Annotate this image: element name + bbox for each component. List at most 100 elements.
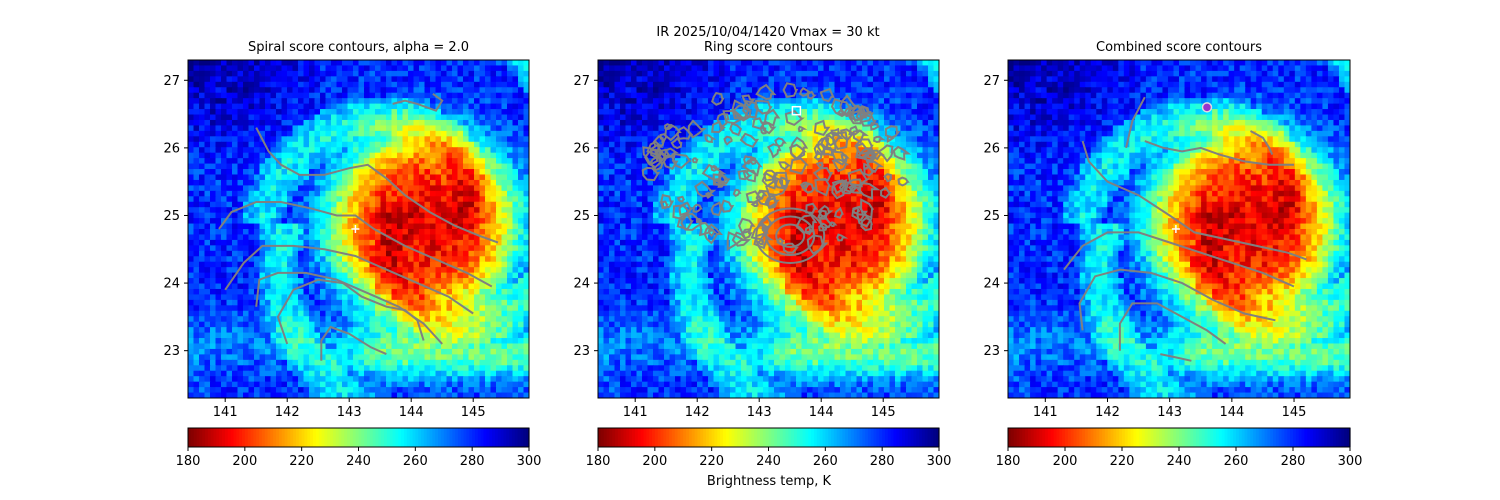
ring-contour — [710, 201, 723, 217]
ring-contour — [759, 126, 767, 135]
ring-contour — [897, 176, 910, 187]
ring-contour — [839, 94, 860, 116]
ring-contour — [833, 206, 844, 219]
ring-contour — [664, 123, 675, 131]
contour-line — [224, 244, 474, 315]
ring-contour — [711, 91, 725, 106]
panel-3: Combined score contours 141 142 143 144 145 23… — [983, 40, 1362, 469]
y-tick-label: 23 — [983, 344, 1000, 359]
ring-center-marker — [791, 105, 802, 116]
x-tick-label: 144 — [809, 405, 834, 420]
ring-contour — [863, 165, 877, 177]
colorbar-tick-label: 220 — [699, 454, 724, 469]
ring-contour — [802, 182, 817, 194]
ring-contour — [813, 119, 831, 136]
colorbar-tick-label: 260 — [403, 454, 428, 469]
ring-contour — [764, 195, 780, 209]
ring-contour — [819, 87, 835, 103]
ring-contour — [818, 214, 834, 229]
ring-contour — [756, 238, 765, 246]
ring-contour — [799, 87, 813, 97]
ring-contour — [804, 225, 814, 236]
ring-contour — [722, 109, 748, 125]
ring-contour — [687, 119, 707, 139]
ring-contour — [782, 82, 799, 99]
ring-contour — [765, 215, 816, 256]
panel-title: Spiral score contours, alpha = 2.0 — [248, 40, 469, 55]
colorbar: 180 200 220 240 260 280 300 — [996, 427, 1363, 469]
ring-contour — [750, 201, 759, 207]
ring-contour — [800, 181, 810, 189]
ring-contour — [847, 168, 871, 187]
center-marker — [351, 225, 360, 233]
ring-contour — [763, 108, 781, 127]
colorbar-tick-label: 180 — [996, 454, 1021, 469]
x-tick-label: 143 — [1157, 405, 1182, 420]
ring-contour — [813, 149, 823, 161]
colorbar: 180 200 220 240 260 280 300 — [176, 427, 541, 469]
brightness-heatmap — [1008, 60, 1350, 398]
colorbar-tick-label: 240 — [1167, 454, 1192, 469]
ring-contour — [789, 136, 809, 160]
ring-contour — [701, 163, 727, 184]
y-tick-label: 26 — [983, 141, 1000, 156]
colorbar-tick-label: 180 — [176, 454, 201, 469]
colorbar-tick-label: 200 — [642, 454, 667, 469]
ring-contour — [671, 152, 692, 169]
y-tick-label: 25 — [573, 209, 590, 224]
ring-contour — [817, 209, 828, 220]
colorbar-tick-label: 300 — [927, 454, 952, 469]
colorbar-label: Brightness temp, K — [707, 474, 832, 489]
ring-contour — [822, 145, 835, 157]
ring-contour — [836, 233, 849, 242]
ring-contour — [680, 212, 707, 231]
ring-contour — [880, 186, 892, 199]
ring-contour — [707, 229, 718, 238]
ring-contour — [814, 177, 832, 197]
ring-contour — [729, 122, 742, 137]
colorbar-tick-label: 180 — [586, 454, 611, 469]
colorbar-tick-label: 280 — [460, 454, 485, 469]
ring-contour — [732, 188, 742, 197]
x-tick-label: 144 — [1219, 405, 1244, 420]
contour-line — [1160, 353, 1192, 362]
score-contours — [1063, 96, 1307, 362]
ring-contour — [774, 137, 787, 148]
ring-contour — [739, 132, 760, 149]
ring-contour — [741, 94, 756, 107]
ring-contour — [755, 207, 826, 264]
x-tick-label: 142 — [685, 405, 710, 420]
ring-contour — [797, 125, 808, 133]
ring-contour — [860, 217, 873, 232]
ring-contour — [883, 173, 892, 183]
ring-contour — [652, 135, 665, 147]
contour-line — [1144, 140, 1294, 166]
ring-contour — [805, 202, 819, 214]
y-tick-label: 23 — [573, 344, 590, 359]
ring-contour — [854, 138, 874, 156]
ring-contour — [676, 195, 686, 203]
ring-contour — [732, 104, 752, 122]
ring-contour — [641, 166, 661, 182]
colorbar: 180 200 220 240 260 280 300 — [586, 427, 952, 469]
y-tick-label: 25 — [983, 209, 1000, 224]
score-contours — [641, 82, 912, 264]
colorbar-tick-label: 300 — [1338, 454, 1363, 469]
contour-line — [392, 92, 444, 112]
ring-contour — [705, 192, 715, 200]
ring-contour — [726, 231, 748, 251]
combined-center-marker — [1201, 102, 1213, 113]
ring-contour — [737, 169, 753, 181]
y-tick-label: 27 — [983, 74, 1000, 89]
panel-title: Ring score contours — [704, 40, 833, 55]
ring-contour — [704, 134, 717, 144]
x-tick-label: 141 — [213, 405, 238, 420]
panel-1: Spiral score contours, alpha = 2.0 141 142… — [163, 40, 541, 469]
contour-line — [1250, 130, 1274, 156]
ring-contour — [757, 190, 768, 200]
colorbar-tick-label: 260 — [1224, 454, 1249, 469]
x-tick-label: 144 — [399, 405, 424, 420]
contour-line — [1078, 268, 1276, 331]
contour-line — [218, 201, 493, 288]
ring-contour — [660, 194, 675, 210]
